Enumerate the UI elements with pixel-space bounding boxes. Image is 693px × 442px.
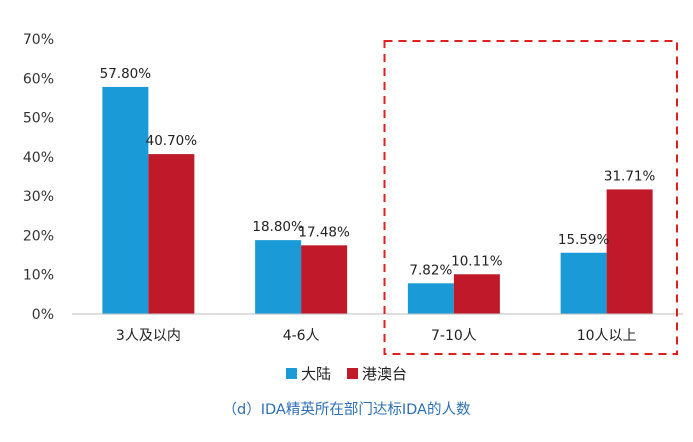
data-label: 31.71% (604, 168, 656, 184)
bar-mainland (560, 252, 607, 314)
y-tick-label: 20% (23, 228, 54, 244)
y-tick-label: 40% (23, 150, 54, 166)
legend: 大陆 港澳台 (0, 362, 693, 384)
data-label: 15.59% (558, 232, 610, 248)
bar-hk-macao-taiwan (606, 189, 653, 314)
bar-mainland (255, 240, 302, 314)
bar-hk-macao-taiwan (301, 245, 348, 314)
data-label: 18.80% (252, 219, 304, 235)
category-labels: 3人及以内 4-6人 7-10人 10人以上 (116, 328, 637, 344)
data-label: 10.11% (451, 253, 503, 269)
data-labels: 57.80% 40.70% 18.80%17.48% 7.82%10.11% 15.59… (100, 66, 656, 278)
data-label: 7.82% (409, 262, 452, 278)
category-label: 10人以上 (577, 328, 637, 344)
chart-caption: （d）IDA精英所在部门达标IDA的人数 (222, 402, 471, 418)
y-tick-label: 30% (23, 189, 54, 205)
legend-swatch-hk-macao-taiwan (347, 367, 358, 379)
bars (102, 86, 653, 314)
y-tick-label: 0% (32, 307, 54, 323)
bar-hk-macao-taiwan (148, 154, 195, 314)
data-label: 57.80% (100, 66, 152, 82)
legend-label-hk-macao-taiwan: 港澳台 (362, 364, 408, 383)
category-label: 4-6人 (283, 328, 320, 344)
y-axis-ticks: 0% 10% 20% 30% 40% 50% 60% 70% (23, 32, 54, 323)
bar-mainland (407, 283, 454, 314)
legend-swatch-mainland (285, 367, 297, 379)
y-tick-label: 70% (23, 32, 54, 48)
legend-item-hk-macao-taiwan: 港澳台 (347, 363, 407, 384)
bar-chart: 0% 10% 20% 30% 40% 50% 60% 70% 57.80% 40.70% 18.8… (23, 32, 683, 355)
bar-mainland (102, 86, 149, 314)
data-label: 17.48% (298, 224, 350, 240)
legend-label-mainland: 大陆 (300, 364, 331, 383)
bar-hk-macao-taiwan (453, 274, 500, 314)
category-label: 7-10人 (431, 328, 477, 344)
y-tick-label: 10% (23, 268, 54, 284)
category-label: 3人及以内 (116, 328, 181, 344)
y-tick-label: 50% (23, 111, 54, 127)
legend-item-mainland: 大陆 (285, 363, 331, 384)
data-label: 40.70% (146, 133, 198, 149)
highlight-box (383, 40, 678, 355)
y-tick-label: 60% (23, 71, 54, 87)
